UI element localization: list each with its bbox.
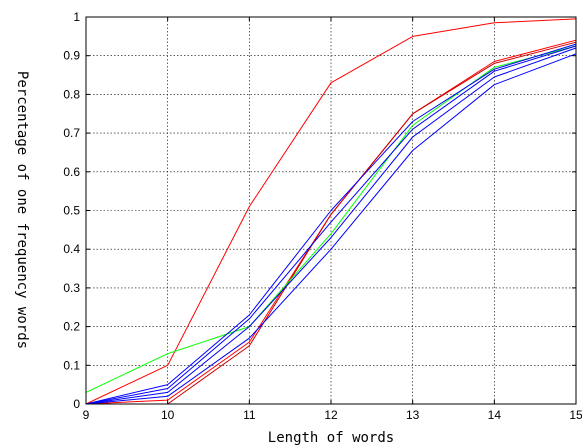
series-line-6 xyxy=(85,45,577,405)
y-axis-title: Percentage of one frequency words xyxy=(14,71,30,349)
series-line-7 xyxy=(85,47,577,405)
x-tick-label: 9 xyxy=(83,408,90,422)
x-tick-label: 12 xyxy=(324,408,338,422)
y-tick-label: 1 xyxy=(73,10,80,24)
y-tick-label: 0.2 xyxy=(63,320,80,334)
x-tick-label: 14 xyxy=(488,408,502,422)
axis-ticks: 9 10 11 12 13 14 15 0 0.1 0.2 0.3 0.4 0.5 0.6 0.7 0.8 0.… xyxy=(63,10,582,422)
x-axis-title: Length of words xyxy=(268,430,394,446)
x-tick-label: 15 xyxy=(569,408,582,422)
x-tick-label: 11 xyxy=(243,408,256,422)
series-line-4 xyxy=(85,45,577,393)
series-line-8 xyxy=(85,53,577,405)
y-tick-label: 0.9 xyxy=(63,49,80,63)
y-tick-label: 0.6 xyxy=(63,165,80,179)
y-tick-label: 0.5 xyxy=(63,204,80,218)
series-line-1 xyxy=(85,18,577,405)
x-tick-label: 10 xyxy=(161,408,175,422)
y-tick-label: 0 xyxy=(73,397,80,411)
x-tick-label: 13 xyxy=(406,408,420,422)
y-tick-label: 0.3 xyxy=(63,281,80,295)
y-tick-label: 0.4 xyxy=(63,242,80,256)
series-line-5 xyxy=(85,43,577,405)
y-tick-label: 0.1 xyxy=(63,358,80,372)
y-tick-label: 0.8 xyxy=(63,87,80,101)
y-tick-label: 0.7 xyxy=(63,126,80,140)
